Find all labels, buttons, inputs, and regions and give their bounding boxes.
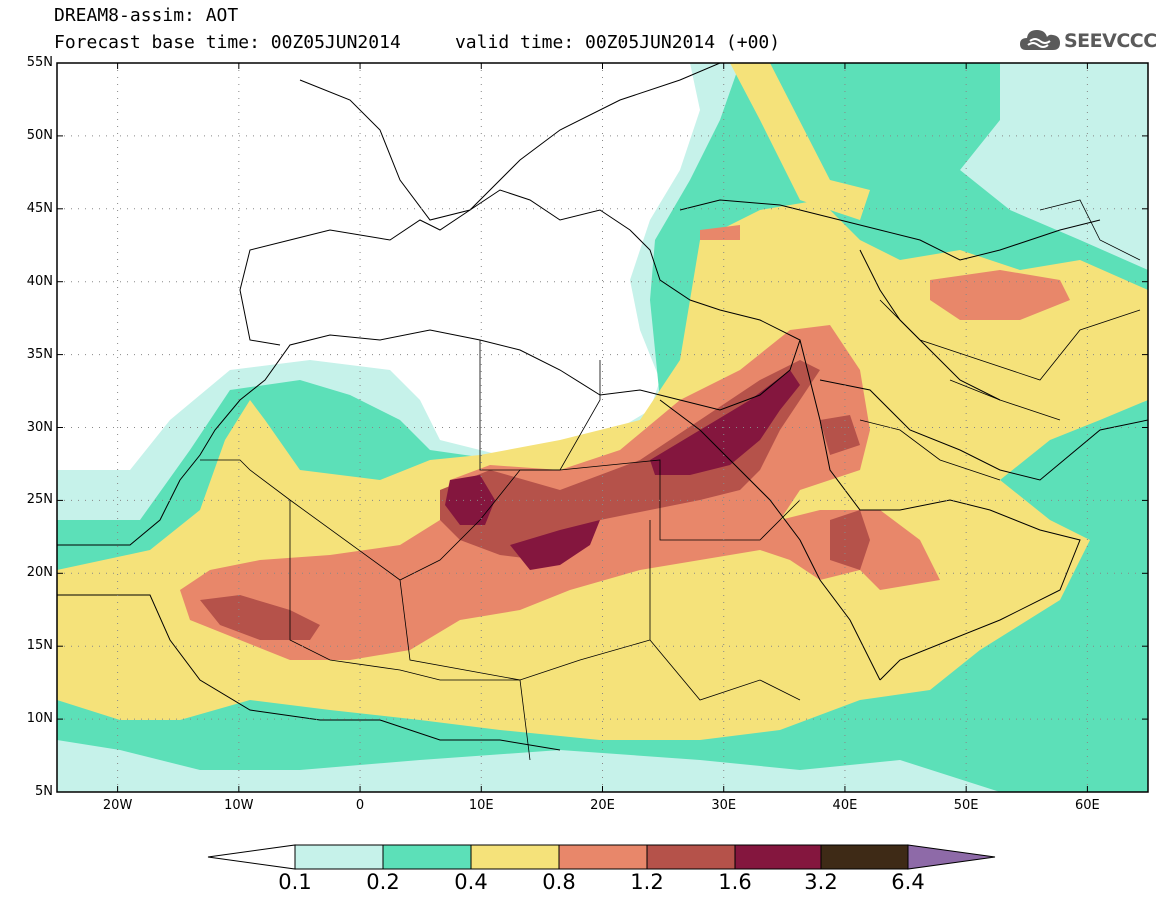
lat-tick-label: 50N	[26, 127, 53, 143]
lat-tick-label: 10N	[26, 711, 53, 727]
seevccc-logo: SEEVCCC	[1018, 24, 1158, 60]
lat-tick-label: 5N	[35, 784, 53, 799]
colorbar-label: 6.4	[891, 870, 925, 894]
lat-tick-label: 55N	[26, 55, 53, 70]
lon-tick-label: 20W	[102, 798, 133, 813]
colorbar-label: 0.8	[542, 870, 576, 894]
axis-ticks	[57, 62, 1148, 793]
lon-tick-label: 10W	[224, 798, 254, 813]
lon-tick-label: 40E	[832, 798, 858, 813]
chart-title: DREAM8-assim: AOT	[54, 5, 239, 26]
lat-tick-label: 25N	[26, 492, 53, 508]
lon-tick-label: 20E	[590, 798, 615, 813]
colorbar-label: 3.2	[804, 870, 838, 894]
lon-tick-label: 10E	[468, 798, 494, 813]
colorbar-label: 0.2	[366, 870, 400, 894]
lat-tick-label: 30N	[26, 419, 53, 435]
colorbar-swatch	[646, 844, 736, 870]
aot-band-1.6	[445, 370, 800, 570]
lon-tick-label: 60E	[1074, 798, 1100, 813]
country-borders	[200, 199, 1141, 761]
colorbar-swatch	[558, 844, 648, 870]
aot-field	[57, 63, 1148, 792]
lon-tick-label: 30E	[711, 798, 737, 813]
colorbar-label: 0.1	[278, 870, 312, 894]
lat-tick-label: 20N	[26, 565, 53, 581]
colorbar-label: 0.4	[454, 870, 488, 894]
colorbar-swatch	[734, 844, 822, 870]
colorbar-swatch	[820, 844, 909, 870]
colorbar-swatch	[470, 844, 560, 870]
colorbar-label: 1.6	[718, 870, 752, 894]
colorbar-swatch	[382, 844, 472, 870]
lat-tick-label: 45N	[26, 200, 53, 216]
forecast-time-line: Forecast base time: 00Z05JUN2014 valid t…	[54, 32, 781, 53]
colorbar-label: 1.2	[630, 870, 664, 894]
coastlines	[57, 63, 1148, 751]
cloud-icon	[1020, 30, 1060, 50]
colorbar	[207, 844, 996, 870]
colorbar-upper-arrow	[907, 844, 996, 870]
lat-tick-label: 40N	[26, 273, 53, 289]
lat-tick-label: 35N	[26, 346, 53, 362]
colorbar-swatch	[294, 844, 384, 870]
lon-tick-label: 0	[355, 798, 365, 813]
lat-lon-grid	[57, 63, 1148, 792]
colorbar-lower-arrow	[207, 844, 296, 870]
lat-tick-label: 15N	[26, 638, 53, 654]
logo-text: SEEVCCC	[1064, 30, 1157, 52]
lon-tick-label: 50E	[953, 798, 979, 813]
